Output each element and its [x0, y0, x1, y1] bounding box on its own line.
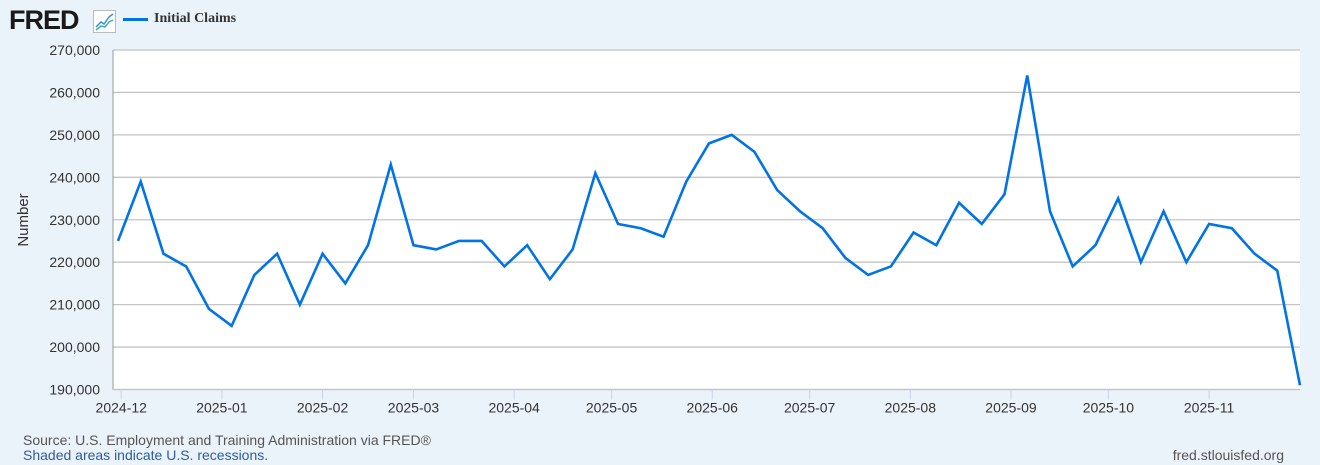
- x-tick-label: 2025-08: [885, 400, 937, 416]
- x-tick-label: 2025-03: [388, 400, 440, 416]
- y-tick-label: 230,000: [49, 212, 100, 228]
- x-tick-label: 2024-12: [96, 400, 148, 416]
- x-tick-label: 2025-05: [586, 400, 638, 416]
- y-tick-label: 210,000: [49, 297, 100, 313]
- y-tick-label: 220,000: [49, 254, 100, 270]
- chart-line-icon[interactable]: [93, 10, 116, 33]
- x-tick-label: 2025-09: [985, 400, 1037, 416]
- y-tick-label: 200,000: [49, 339, 100, 355]
- y-tick-label: 270,000: [49, 42, 100, 58]
- line-chart: 190,000 200,000 210,000 220,000 230,000 240,0…: [15, 42, 1302, 416]
- x-tick-label: 2025-07: [784, 400, 836, 416]
- y-tick-label: 240,000: [49, 169, 100, 185]
- legend: Initial Claims: [123, 11, 236, 27]
- recessions-note[interactable]: Shaded areas indicate U.S. recessions.: [23, 447, 269, 463]
- x-tick-label: 2025-06: [687, 400, 739, 416]
- source-note: Source: U.S. Employment and Training Adm…: [23, 432, 431, 448]
- y-tick-label: 250,000: [49, 127, 100, 143]
- legend-swatch: [123, 17, 148, 21]
- legend-label: Initial Claims: [154, 11, 237, 26]
- y-axis-title: Number: [15, 193, 32, 246]
- x-tick-label: 2025-02: [297, 400, 349, 416]
- fred-logo[interactable]: FRED: [9, 5, 79, 35]
- x-tick-label: 2025-01: [196, 400, 248, 416]
- y-tick-label: 190,000: [49, 382, 100, 398]
- x-tick-label: 2025-10: [1083, 400, 1135, 416]
- site-link[interactable]: fred.stlouisfed.org: [1172, 447, 1284, 463]
- x-tick-label: 2025-11: [1184, 400, 1235, 416]
- x-tick-label: 2025-04: [488, 400, 540, 416]
- y-tick-label: 260,000: [49, 84, 100, 100]
